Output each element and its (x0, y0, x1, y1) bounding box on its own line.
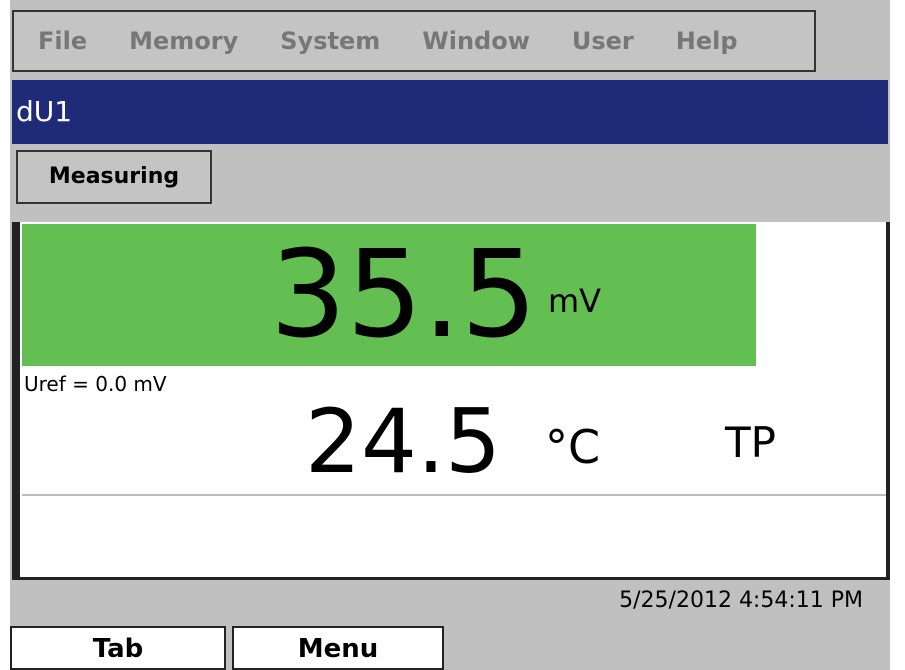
value-box (22, 224, 756, 366)
menu-bar: File Memory System Window User Help (12, 10, 816, 72)
tab[interactable]: Measuring (16, 150, 212, 204)
divider (22, 494, 886, 496)
menu-item[interactable]: User (571, 27, 634, 55)
uref: Uref = 0.0 mV (24, 372, 167, 396)
menu-item[interactable]: File (38, 27, 88, 55)
menu-item[interactable]: Help (675, 27, 738, 55)
menu-item[interactable]: System (280, 27, 381, 55)
main-unit: mV (548, 282, 602, 320)
menu-item[interactable]: Window (422, 27, 530, 55)
temp-value: 24.5 (305, 390, 501, 493)
menu-item[interactable]: Memory (129, 27, 239, 55)
title-bar: dU1 (12, 80, 888, 144)
buttons: Tab Menu (10, 626, 444, 670)
timestamp: 5/25/2012 4:54:11 PM (619, 588, 863, 613)
temp-unit: °C (545, 420, 601, 474)
button[interactable]: Menu (232, 626, 444, 670)
main-value: 35.5 (270, 226, 538, 365)
button[interactable]: Tab (10, 626, 226, 670)
sensor: TP (725, 418, 776, 467)
